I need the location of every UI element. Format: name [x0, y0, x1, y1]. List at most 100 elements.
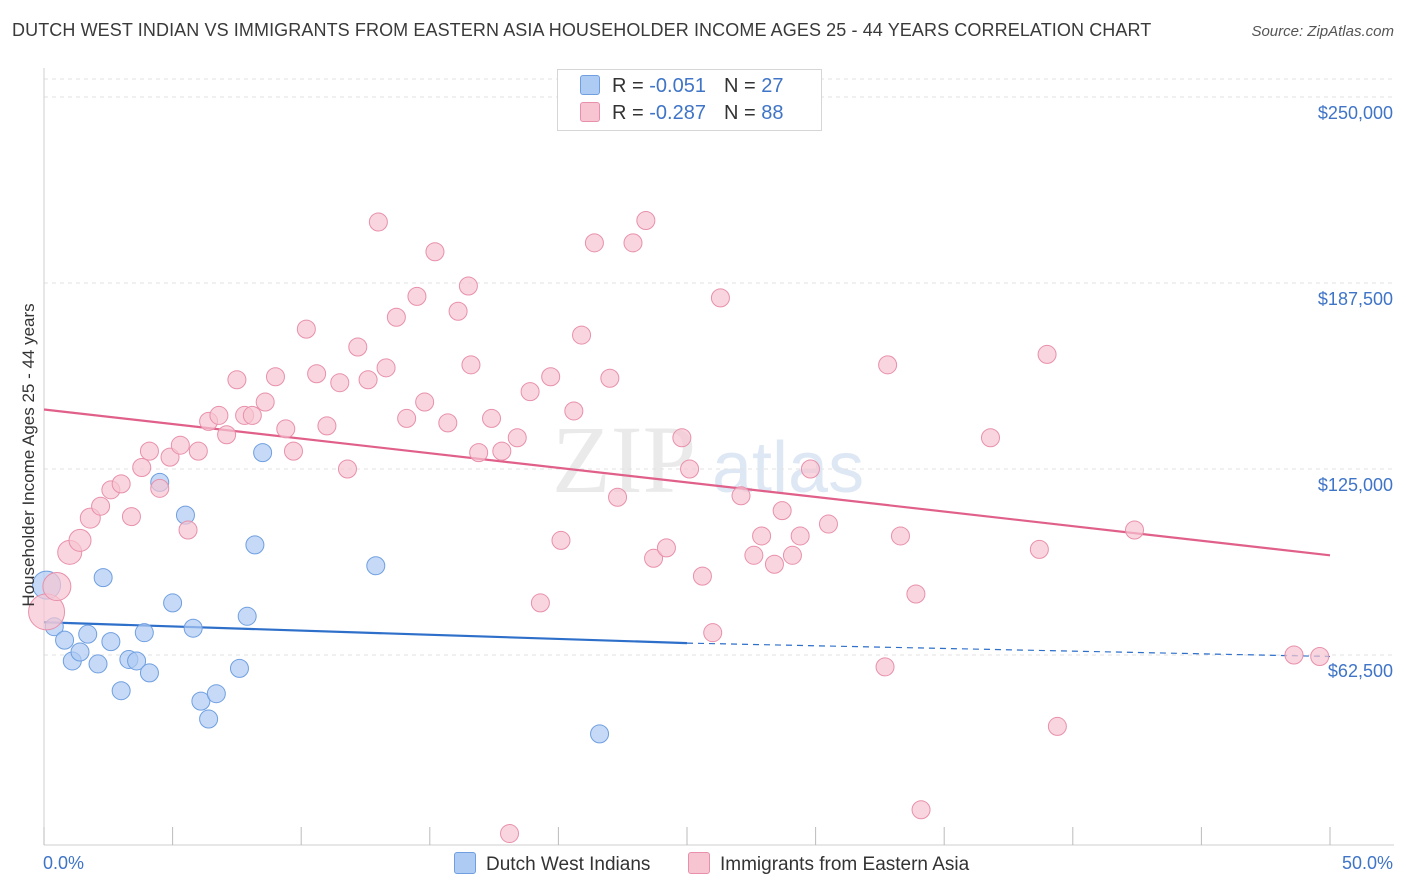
point-eastern-asia: [731, 486, 751, 506]
bottom-legend-label-eastern-asia: Immigrants from Eastern Asia: [720, 854, 970, 875]
point-eastern-asia: [672, 428, 692, 448]
point-eastern-asia: [91, 496, 111, 516]
point-eastern-asia: [368, 212, 388, 232]
point-eastern-asia: [500, 824, 520, 844]
point-eastern-asia: [492, 441, 512, 461]
point-eastern-asia: [132, 458, 152, 478]
point-eastern-asia: [710, 288, 730, 308]
point-eastern-asia: [772, 501, 792, 521]
point-eastern-asia: [461, 355, 481, 375]
point-eastern-asia: [507, 428, 527, 448]
bottom-legend-label-dutch: Dutch West Indians: [486, 854, 651, 875]
legend-n-value: 27: [761, 75, 784, 97]
source-credit: Source: ZipAtlas.com: [1251, 23, 1394, 40]
point-eastern-asia: [1047, 716, 1067, 736]
point-eastern-asia: [1037, 344, 1057, 364]
legend-swatch-eastern-asia: [580, 102, 600, 122]
point-eastern-asia: [764, 554, 784, 574]
point-eastern-asia: [42, 572, 72, 602]
legend-n-value: 88: [761, 102, 784, 124]
point-eastern-asia: [242, 405, 262, 425]
point-dutch-west-indian: [206, 684, 226, 704]
point-eastern-asia: [600, 368, 620, 388]
chart-title: DUTCH WEST INDIAN VS IMMIGRANTS FROM EAS…: [12, 20, 1152, 40]
point-eastern-asia: [584, 233, 604, 253]
point-eastern-asia: [415, 392, 435, 412]
point-dutch-west-indian: [78, 624, 98, 644]
legend-n-label: N =: [723, 75, 762, 97]
point-eastern-asia: [386, 307, 406, 327]
point-eastern-asia: [469, 443, 489, 463]
point-eastern-asia: [150, 478, 170, 498]
point-dutch-west-indian: [139, 663, 159, 683]
point-eastern-asia: [348, 337, 368, 357]
point-eastern-asia: [1284, 645, 1304, 665]
point-eastern-asia: [541, 367, 561, 387]
point-eastern-asia: [1310, 646, 1330, 666]
point-eastern-asia: [227, 370, 247, 390]
correlation-legend: R = -0.051 N = 27 R = -0.287 N = 88: [557, 69, 822, 131]
point-eastern-asia: [636, 211, 656, 231]
point-eastern-asia: [317, 416, 337, 436]
y-tick-label: $187,500: [1318, 289, 1393, 309]
point-dutch-west-indian: [191, 691, 211, 711]
point-dutch-west-indian: [70, 642, 90, 662]
legend-row-dutch: R = -0.051 N = 27: [580, 75, 783, 99]
point-eastern-asia: [111, 474, 131, 494]
point-eastern-asia: [1125, 520, 1145, 540]
point-eastern-asia: [564, 401, 584, 421]
point-eastern-asia: [178, 520, 198, 540]
point-eastern-asia: [520, 382, 540, 402]
legend-r-label: R =: [612, 75, 650, 97]
point-eastern-asia: [744, 545, 764, 565]
point-eastern-asia: [875, 657, 895, 677]
y-axis-title: Householder Income Ages 25 - 44 years: [19, 303, 38, 606]
legend-r-value: -0.051: [649, 75, 706, 97]
point-dutch-west-indian: [93, 568, 113, 588]
y-tick-label: $250,000: [1318, 103, 1393, 123]
bottom-legend-dutch: Dutch West Indians: [454, 852, 650, 876]
trend-extension-dutch: [686, 642, 1331, 658]
point-eastern-asia: [265, 367, 285, 387]
point-eastern-asia: [448, 301, 468, 321]
point-eastern-asia: [139, 441, 159, 461]
x-tick-label-min: 0.0%: [43, 853, 84, 873]
point-eastern-asia: [217, 425, 237, 445]
legend-swatch-dutch: [580, 75, 600, 95]
point-eastern-asia: [255, 392, 275, 412]
point-eastern-asia: [376, 358, 396, 378]
x-tick-label-max: 50.0%: [1342, 853, 1393, 873]
point-eastern-asia: [397, 408, 417, 428]
bottom-legend-eastern-asia: Immigrants from Eastern Asia: [688, 852, 969, 876]
trend-line-dutch: [43, 621, 688, 645]
point-eastern-asia: [790, 526, 810, 546]
axes: [43, 68, 1394, 846]
point-eastern-asia: [703, 623, 723, 643]
point-eastern-asia: [407, 286, 427, 306]
point-eastern-asia: [482, 408, 502, 428]
point-eastern-asia: [980, 428, 1000, 448]
point-eastern-asia: [692, 566, 712, 586]
grid: [44, 78, 1394, 656]
point-eastern-asia: [906, 584, 926, 604]
point-dutch-west-indian: [253, 443, 273, 463]
point-eastern-asia: [68, 528, 92, 552]
point-eastern-asia: [608, 487, 628, 507]
point-eastern-asia: [425, 242, 445, 262]
point-eastern-asia: [121, 507, 141, 527]
point-dutch-west-indian: [111, 681, 131, 701]
point-eastern-asia: [818, 514, 838, 534]
bottom-legend-swatch-eastern-asia: [688, 852, 710, 874]
point-eastern-asia: [878, 355, 898, 375]
point-dutch-west-indian: [229, 658, 249, 678]
point-eastern-asia: [572, 325, 592, 345]
point-eastern-asia: [800, 459, 820, 479]
point-eastern-asia: [283, 441, 303, 461]
y-tick-label: $125,000: [1318, 475, 1393, 495]
point-eastern-asia: [551, 530, 571, 550]
point-eastern-asia: [276, 419, 296, 439]
point-eastern-asia: [890, 526, 910, 546]
point-eastern-asia: [330, 373, 350, 393]
y-tick-labels: $62,500 $125,000 $187,500 $250,000: [1318, 103, 1393, 681]
point-dutch-west-indian: [55, 630, 75, 650]
